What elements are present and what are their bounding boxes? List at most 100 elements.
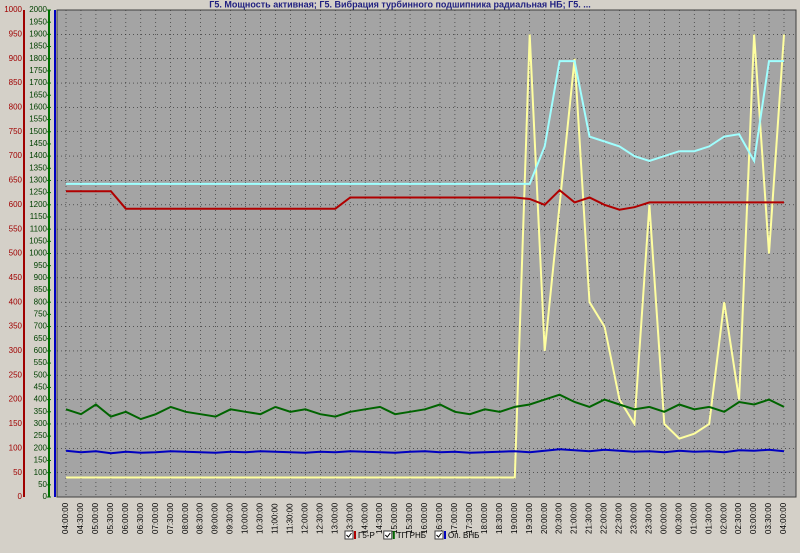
title-bar (0, 0, 800, 10)
y2-tick-label: 350 (34, 407, 48, 416)
x-tick-label: 11:00:00 (271, 503, 280, 534)
x-tick-label: 15:00:00 (390, 502, 399, 534)
x-tick-label: 20:00:00 (540, 502, 549, 534)
x-tick-label: 07:00:00 (151, 502, 160, 534)
y-tick-label: 750 (9, 127, 23, 136)
y2-tick-label: 1350 (29, 163, 47, 172)
y-tick-label: 450 (9, 273, 23, 282)
x-tick-label: 21:00:00 (570, 502, 579, 534)
x-tick-label: 09:30:00 (226, 502, 235, 534)
x-tick-label: 08:30:00 (196, 502, 205, 534)
y2-tick-label: 650 (34, 334, 48, 343)
x-tick-label: 14:30:00 (375, 502, 384, 534)
x-tick-label: 02:00:00 (719, 502, 728, 534)
y2-tick-label: 1250 (29, 188, 47, 197)
x-tick-label: 23:00:00 (630, 502, 639, 534)
y2-tick-label: 800 (34, 297, 48, 306)
series-line (66, 34, 785, 479)
y-tick-label: 150 (9, 419, 23, 428)
x-tick-label: 13:00:00 (330, 502, 339, 534)
x-tick-label: 04:30:00 (76, 502, 85, 534)
y2-tick-label: 100 (34, 468, 48, 477)
y2-tick-label: 1600 (29, 103, 47, 112)
y-tick-label: 200 (9, 395, 23, 404)
x-tick-label: 17:00:00 (450, 502, 459, 534)
x-tick-label: 09:00:00 (211, 502, 220, 534)
y-tick-label: 600 (9, 200, 23, 209)
legend-check (346, 532, 352, 538)
x-tick-label: 00:30:00 (674, 502, 683, 534)
y2-tick-label: 1050 (29, 236, 47, 245)
y2-tick-label: 700 (34, 322, 48, 331)
y2-tick-label: 1500 (29, 127, 47, 136)
x-tick-label: 06:00:00 (121, 502, 130, 534)
legend-box (434, 530, 444, 540)
chart-title: Г5. Мощность активная; Г5. Вибрация турб… (209, 0, 591, 9)
y-tick-label: 650 (9, 176, 23, 185)
y-tick-label: 900 (9, 54, 23, 63)
x-tick-label: 04:00:00 (61, 502, 70, 534)
x-tick-label: 21:30:00 (585, 502, 594, 534)
x-tick-label: 10:30:00 (256, 502, 265, 534)
y2-tick-label: 1000 (29, 249, 47, 258)
x-tick-label: 05:00:00 (91, 502, 100, 534)
x-tick-label: 03:00:00 (749, 502, 758, 534)
y2-tick-label: 1400 (29, 151, 47, 160)
x-tick-label: 18:30:00 (495, 502, 504, 534)
y-tick-label: 300 (9, 346, 23, 355)
x-tick-label: 22:00:00 (600, 502, 609, 534)
legend-label: Г5-Р (358, 531, 375, 540)
x-tick-label: 18:00:00 (480, 502, 489, 534)
x-tick-label: 19:00:00 (510, 502, 519, 534)
y-tick-label: 500 (9, 249, 23, 258)
y2-tick-label: 1300 (29, 176, 47, 185)
x-tick-label: 06:30:00 (136, 502, 145, 534)
y-tick-label: 350 (9, 322, 23, 331)
x-tick-label: 15:30:00 (405, 502, 414, 534)
y2-tick-label: 1900 (29, 29, 47, 38)
y2-tick-label: 300 (34, 419, 48, 428)
legend-box (383, 530, 393, 540)
y-tick-label: 850 (9, 78, 23, 87)
x-tick-label: 05:30:00 (106, 502, 115, 534)
plot-area (57, 10, 796, 497)
x-tick-label: 04:00:00 (779, 502, 788, 534)
x-tick-label: 16:00:00 (420, 502, 429, 534)
x-tick-label: 22:30:00 (615, 502, 624, 534)
x-tick-label: 23:30:00 (644, 502, 653, 534)
y-tick-label: 700 (9, 151, 23, 160)
legend-label: Оп. ВНБ (448, 531, 479, 540)
y2-tick-label: 550 (34, 358, 48, 367)
y-tick-label: 50 (13, 468, 22, 477)
y2-tick-label: 1200 (29, 200, 47, 209)
x-tick-label: 03:30:00 (764, 502, 773, 534)
x-tick-label: 14:00:00 (360, 502, 369, 534)
x-tick-label: 13:30:00 (345, 502, 354, 534)
x-tick-label: 08:00:00 (181, 502, 190, 534)
x-tick-label: 12:00:00 (300, 502, 309, 534)
series-line (65, 448, 785, 455)
x-tick-label: 16:30:00 (435, 502, 444, 534)
x-tick-label: 17:30:00 (465, 502, 474, 534)
y2-tick-label: 450 (34, 383, 48, 392)
legend: Г5-Р ТП РНБ Оп. ВНБ (344, 530, 479, 540)
x-tick-label: 01:30:00 (704, 502, 713, 534)
x-tick-label: 11:30:00 (285, 503, 294, 534)
y2-tick-label: 1100 (30, 224, 48, 233)
y2-tick-label: 1150 (30, 212, 48, 221)
y-tick-label: 400 (9, 297, 23, 306)
legend-box (344, 530, 354, 540)
legend-label: ТП РНБ (397, 531, 426, 540)
y-tick-label: 250 (9, 370, 23, 379)
x-tick-label: 20:30:00 (555, 502, 564, 534)
y2-tick-label: 600 (34, 346, 48, 355)
y2-tick-label: 50 (38, 480, 47, 489)
plot-border (56, 9, 797, 498)
x-tick-label: 12:30:00 (315, 502, 324, 534)
x-tick-label: 19:30:00 (525, 502, 534, 534)
y2-tick-label: 150 (34, 456, 48, 465)
y2-tick-label: 1650 (29, 90, 47, 99)
y2-tick-label: 1950 (29, 17, 47, 26)
y2-tick-label: 1550 (29, 115, 47, 124)
x-tick-label: 02:30:00 (734, 502, 743, 534)
